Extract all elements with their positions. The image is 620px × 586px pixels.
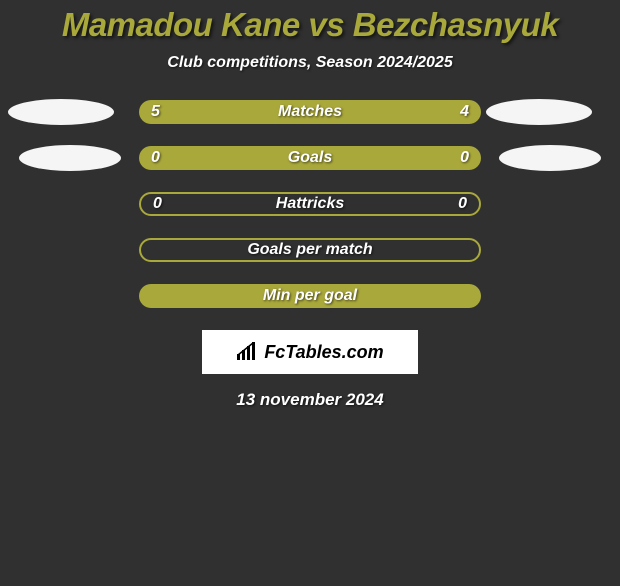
stat-value-left: 5 [151, 103, 160, 121]
decorative-ellipse [19, 145, 121, 171]
stat-row: 0 Goals 0 [0, 146, 620, 170]
stat-bar: 0 Goals 0 [139, 146, 481, 170]
stat-bar: Min per goal [139, 284, 481, 308]
stat-value-left: 0 [153, 195, 162, 213]
stat-value-right: 4 [460, 103, 469, 121]
source-badge: FcTables.com [202, 330, 418, 374]
stat-rows: 5 Matches 4 0 Goals 0 0 Hattricks 0 Goals per mat… [0, 100, 620, 308]
source-badge-text: FcTables.com [264, 342, 383, 363]
stat-bar: 5 Matches 4 [139, 100, 481, 124]
comparison-subtitle: Club competitions, Season 2024/2025 [0, 54, 620, 72]
stat-label: Hattricks [276, 195, 344, 213]
stat-bar: Goals per match [139, 238, 481, 262]
snapshot-date: 13 november 2024 [0, 390, 620, 410]
stat-row: Goals per match [0, 238, 620, 262]
decorative-ellipse [8, 99, 114, 125]
stat-row: Min per goal [0, 284, 620, 308]
stat-label: Goals [288, 149, 332, 167]
stat-label: Matches [278, 103, 342, 121]
stat-label: Goals per match [247, 241, 372, 259]
decorative-ellipse [499, 145, 601, 171]
stat-row: 0 Hattricks 0 [0, 192, 620, 216]
stat-value-left: 0 [151, 149, 160, 167]
stat-value-right: 0 [458, 195, 467, 213]
comparison-title: Mamadou Kane vs Bezchasnyuk [0, 6, 620, 44]
stat-value-right: 0 [460, 149, 469, 167]
chart-icon [236, 342, 258, 362]
stat-row: 5 Matches 4 [0, 100, 620, 124]
decorative-ellipse [486, 99, 592, 125]
stat-label: Min per goal [263, 287, 357, 305]
stat-bar: 0 Hattricks 0 [139, 192, 481, 216]
